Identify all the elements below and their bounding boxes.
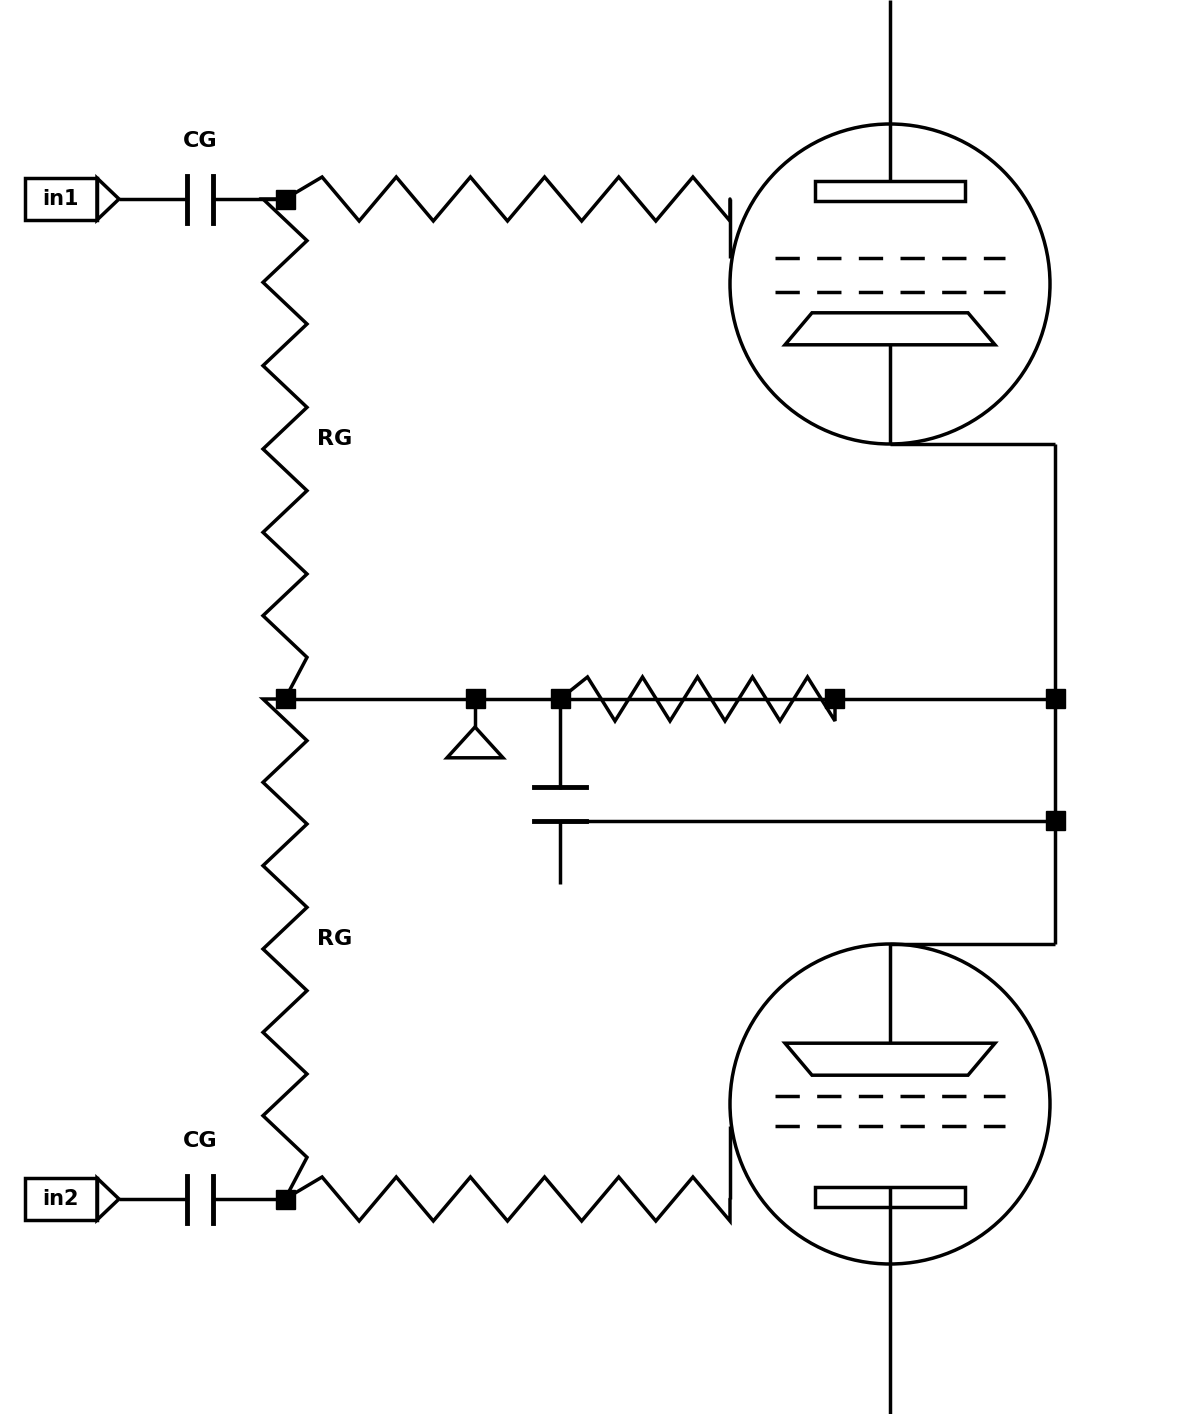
Bar [816,181,965,201]
Text: in1: in1 [43,189,79,209]
Bar [25,178,97,221]
Text: CG: CG [183,132,217,151]
Text: RG: RG [317,929,352,949]
Bar [816,1188,965,1208]
Bar [275,1189,294,1209]
Text: CG: CG [183,1131,217,1151]
Bar [551,690,570,708]
Bar [25,1178,97,1220]
Text: in2: in2 [43,1189,79,1209]
Text: RG: RG [317,428,352,450]
Bar [275,189,294,208]
Bar [275,690,294,708]
Bar [825,690,844,708]
Bar [466,690,485,708]
Bar [1046,690,1065,708]
Bar [1046,812,1065,830]
